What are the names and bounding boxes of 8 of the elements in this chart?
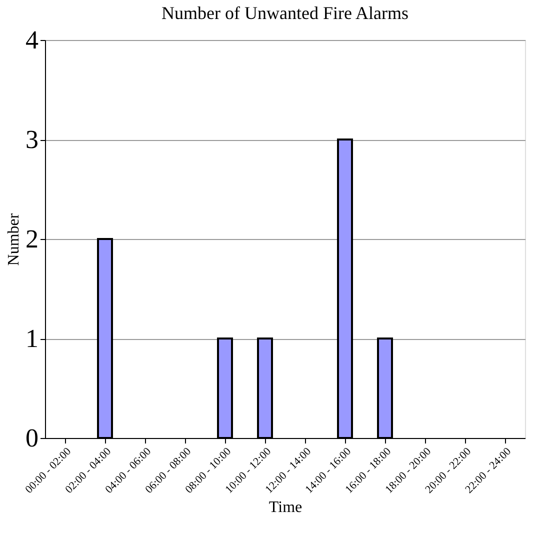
y-tick-label: 2 (26, 224, 38, 254)
y-axis-title: Number (6, 212, 22, 266)
y-tick-label: 3 (26, 125, 38, 154)
y-tick-label: 1 (26, 324, 38, 353)
x-axis-title: Time (268, 499, 302, 516)
chart-title: Number of Unwanted Fire Alarms (162, 3, 408, 23)
y-tick-label: 0 (26, 424, 38, 452)
y-tick-label: 4 (26, 26, 38, 54)
